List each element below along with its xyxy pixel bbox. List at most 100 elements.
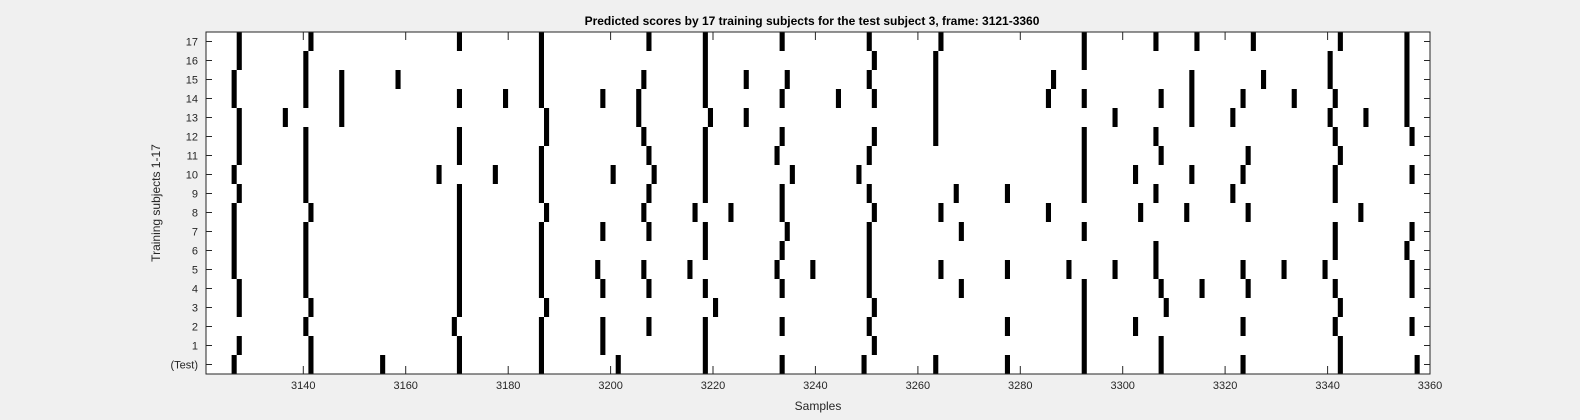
event-bar — [1189, 89, 1195, 108]
event-bar — [779, 32, 785, 51]
event-bar — [933, 51, 939, 70]
event-bar — [303, 127, 309, 146]
event-bar — [1322, 260, 1328, 279]
raster-marks — [231, 32, 1420, 374]
event-bar — [308, 336, 314, 355]
event-bar — [1199, 279, 1205, 298]
event-bar — [456, 298, 462, 317]
event-bar — [236, 146, 242, 165]
event-bar — [1153, 32, 1159, 51]
x-tick-label: 3180 — [496, 380, 520, 392]
event-bar — [702, 279, 708, 298]
x-tick-label: 3160 — [393, 380, 417, 392]
y-tick-label: 5 — [192, 265, 198, 277]
event-bar — [743, 70, 749, 89]
event-bar — [451, 317, 457, 336]
event-bar — [958, 222, 964, 241]
event-bar — [1230, 108, 1236, 127]
event-bar — [303, 279, 309, 298]
event-bar — [538, 336, 544, 355]
event-bar — [1153, 241, 1159, 260]
event-bar — [600, 317, 606, 336]
event-bar — [1332, 165, 1338, 184]
event-bar — [1004, 355, 1010, 374]
event-bar — [692, 203, 698, 222]
event-bar — [1081, 184, 1087, 203]
event-bar — [303, 70, 309, 89]
event-bar — [871, 298, 877, 317]
event-bar — [866, 222, 872, 241]
event-bar — [713, 298, 719, 317]
event-bar — [641, 260, 647, 279]
event-bar — [866, 260, 872, 279]
event-bar — [395, 70, 401, 89]
event-bar — [743, 108, 749, 127]
event-bar — [789, 165, 795, 184]
event-bar — [1245, 203, 1251, 222]
event-bar — [702, 51, 708, 70]
event-bar — [933, 108, 939, 127]
event-bar — [1081, 89, 1087, 108]
event-bar — [1240, 260, 1246, 279]
event-bar — [1189, 108, 1195, 127]
event-bar — [456, 32, 462, 51]
plot-area — [206, 32, 1430, 374]
event-bar — [779, 127, 785, 146]
axes-box — [205, 31, 1431, 375]
event-bar — [231, 355, 237, 374]
event-bar — [646, 279, 652, 298]
event-bar — [866, 279, 872, 298]
event-bar — [436, 165, 442, 184]
event-bar — [1240, 355, 1246, 374]
event-bar — [866, 317, 872, 336]
event-bar — [784, 222, 790, 241]
event-bar — [544, 127, 550, 146]
event-bar — [1153, 127, 1159, 146]
event-bar — [1404, 70, 1410, 89]
event-bar — [1409, 165, 1415, 184]
event-bar — [1245, 279, 1251, 298]
event-bar — [646, 222, 652, 241]
event-bar — [1158, 146, 1164, 165]
event-bar — [236, 32, 242, 51]
event-bar — [1332, 222, 1338, 241]
event-bar — [1158, 336, 1164, 355]
event-bar — [866, 146, 872, 165]
event-bar — [958, 279, 964, 298]
event-bar — [1112, 108, 1118, 127]
event-bar — [308, 298, 314, 317]
event-bar — [1358, 203, 1364, 222]
event-bar — [236, 127, 242, 146]
event-bar — [1081, 165, 1087, 184]
event-bar — [1158, 355, 1164, 374]
event-bar — [1081, 51, 1087, 70]
event-bar — [303, 241, 309, 260]
event-bar — [1004, 184, 1010, 203]
event-bar — [456, 184, 462, 203]
event-bar — [544, 298, 550, 317]
event-bar — [702, 70, 708, 89]
event-bar — [1240, 89, 1246, 108]
event-bar — [871, 89, 877, 108]
event-bar — [615, 355, 621, 374]
event-bar — [1250, 32, 1256, 51]
event-bar — [236, 184, 242, 203]
event-bar — [702, 241, 708, 260]
event-bar — [641, 203, 647, 222]
event-bar — [1404, 241, 1410, 260]
event-bar — [866, 241, 872, 260]
event-bar — [871, 127, 877, 146]
event-bar — [1158, 89, 1164, 108]
event-bar — [538, 32, 544, 51]
x-tick-label: 3340 — [1315, 380, 1339, 392]
y-tick-label: 8 — [192, 208, 198, 220]
y-tick-label: 1 — [192, 341, 198, 353]
event-bar — [544, 203, 550, 222]
event-bar — [702, 146, 708, 165]
event-bar — [1133, 165, 1139, 184]
event-bar — [856, 165, 862, 184]
event-bar — [933, 127, 939, 146]
x-axis-ticks: 3140 3160 3180 3200 3220 3240 3260 3280 3300 3320… — [291, 32, 1442, 392]
